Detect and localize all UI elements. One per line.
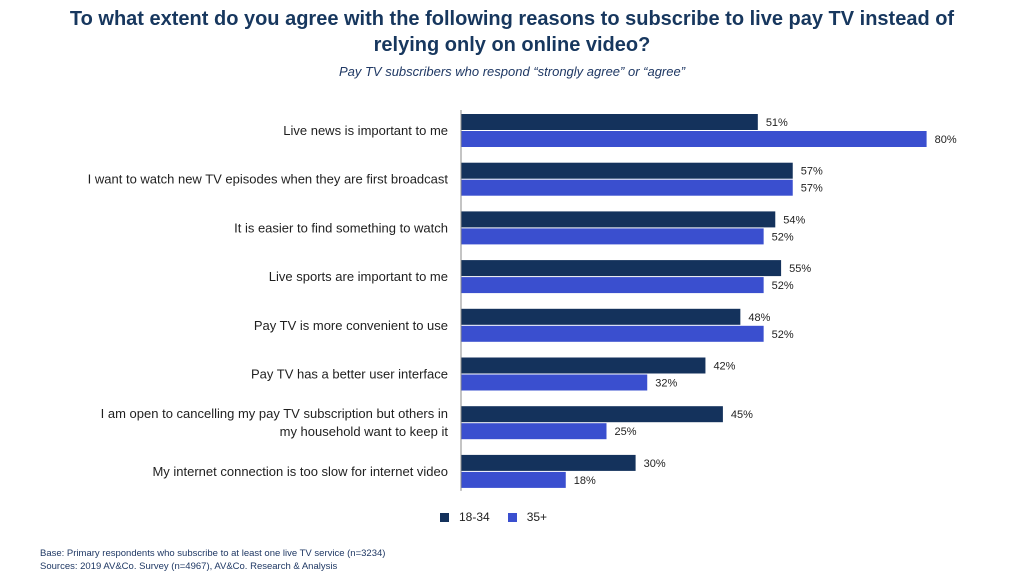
legend-label-18-34: 18-34 xyxy=(459,510,490,524)
data-label: 30% xyxy=(644,458,666,470)
data-label: 57% xyxy=(801,166,823,178)
data-label: 48% xyxy=(748,312,770,324)
bar-18-34-3 xyxy=(461,260,782,277)
bar-35-plus-4 xyxy=(461,325,764,342)
data-label: 52% xyxy=(772,329,794,341)
category-label: I am open to cancelling my pay TV subscr… xyxy=(101,406,448,421)
data-label: 57% xyxy=(801,183,823,195)
bar-35-plus-0 xyxy=(461,131,927,147)
legend: 18-34 35+ xyxy=(440,510,547,524)
footnotes: Base: Primary respondents who subscribe … xyxy=(40,547,385,573)
bar-18-34-4 xyxy=(461,308,741,325)
category-label: my household want to keep it xyxy=(280,424,449,439)
bar-35-plus-5 xyxy=(461,374,648,391)
data-label: 42% xyxy=(713,361,735,373)
chart-title: To what extent do you agree with the fol… xyxy=(0,6,1024,58)
data-label: 54% xyxy=(783,214,805,226)
data-label: 51% xyxy=(766,117,788,129)
category-label: Pay TV is more convenient to use xyxy=(254,318,448,333)
chart-title-line-1: To what extent do you agree with the fol… xyxy=(69,8,955,30)
bar-35-plus-2 xyxy=(461,228,764,245)
bar-35-plus-3 xyxy=(461,277,764,294)
bar-18-34-7 xyxy=(461,454,636,471)
data-label: 55% xyxy=(789,263,811,275)
data-label: 18% xyxy=(574,475,596,487)
data-label: 52% xyxy=(772,231,794,243)
legend-label-35-plus: 35+ xyxy=(526,510,548,524)
footnote-sources: Sources: 2019 AV&Co. Survey (n=4967), AV… xyxy=(40,561,338,572)
bar-18-34-0 xyxy=(461,114,758,130)
footnote-base: Base: Primary respondents who subscribe … xyxy=(40,548,386,559)
category-label: My internet connection is too slow for i… xyxy=(152,464,448,479)
category-label: Live sports are important to me xyxy=(269,269,448,284)
legend-item-35-plus: 35+ xyxy=(507,510,548,524)
bar-35-plus-7 xyxy=(461,471,566,488)
legend-swatch-35-plus xyxy=(507,512,517,522)
data-label: 32% xyxy=(655,378,677,390)
bar-35-plus-1 xyxy=(461,179,793,196)
bar-18-34-5 xyxy=(461,357,706,374)
bar-18-34-2 xyxy=(461,211,776,228)
bar-18-34-1 xyxy=(461,162,793,179)
legend-swatch-18-34 xyxy=(440,512,449,522)
chart-subtitle: Pay TV subscribers who respond “strongly… xyxy=(338,64,686,79)
category-label: I want to watch new TV episodes when the… xyxy=(88,172,449,187)
chart-title-line-2: relying only on online video? xyxy=(373,34,651,56)
legend-item-18-34: 18-34 xyxy=(440,510,490,524)
category-label: It is easier to find something to watch xyxy=(234,220,448,235)
data-label: 25% xyxy=(615,426,637,438)
bar-18-34-6 xyxy=(461,406,723,423)
data-label: 45% xyxy=(731,409,753,421)
category-label: Pay TV has a better user interface xyxy=(251,367,448,382)
bar-35-plus-6 xyxy=(461,423,607,440)
data-label: 80% xyxy=(935,134,957,146)
category-label: Live news is important to me xyxy=(283,123,448,138)
data-label: 52% xyxy=(772,280,794,292)
